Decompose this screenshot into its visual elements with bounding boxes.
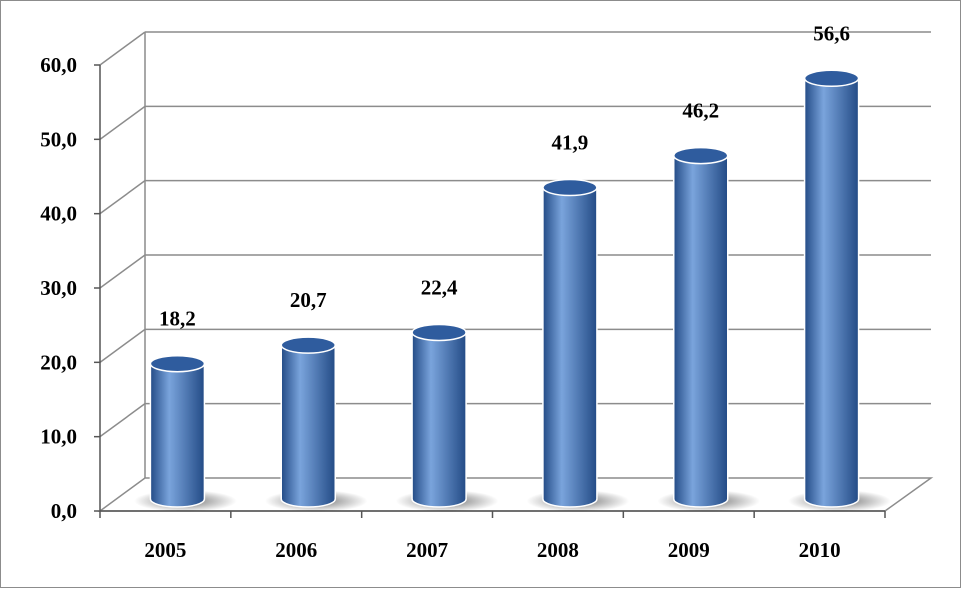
data-label: 46,2: [682, 99, 719, 123]
data-label: 56,6: [813, 21, 850, 45]
bar-top: [280, 336, 336, 354]
y-tick-label: 20,0: [40, 350, 77, 374]
x-tick-label: 2007: [406, 538, 448, 562]
data-label: 22,4: [421, 275, 458, 299]
bar-top: [542, 178, 598, 197]
y-tick-label: 40,0: [40, 202, 77, 226]
y-tick-label: 30,0: [40, 276, 77, 300]
bar-body: [673, 154, 729, 508]
bar-top: [411, 323, 467, 342]
y-tick-label: 0,0: [51, 499, 77, 523]
data-labels: 18,2 20,7 22,4 41,9 46,2 56,6: [159, 21, 850, 330]
gridline: [99, 105, 931, 140]
bar: [395, 323, 499, 512]
y-tick-label: 60,0: [40, 53, 77, 77]
x-tick-label: 2010: [799, 538, 841, 562]
y-tick-label: 50,0: [40, 127, 77, 151]
bar-body: [149, 362, 206, 508]
axes: [94, 64, 886, 518]
data-label: 41,9: [552, 131, 589, 155]
x-tick-label: 2008: [537, 538, 579, 562]
bar-body: [542, 186, 598, 508]
bar-body: [803, 77, 860, 508]
bar: [788, 69, 891, 512]
bars: [134, 69, 891, 512]
data-label: 20,7: [290, 288, 327, 312]
data-label: 18,2: [159, 307, 196, 331]
gridline: [99, 402, 931, 438]
gridline: [99, 328, 931, 363]
bar: [264, 336, 368, 512]
gridline: [99, 31, 931, 66]
bar: [526, 178, 630, 512]
gridline: [99, 179, 931, 215]
x-axis-tick-labels: 2005 2006 2007 2008 2009 2010: [144, 538, 840, 562]
bar-top: [803, 69, 860, 88]
bar-body: [280, 344, 336, 508]
x-tick-label: 2009: [668, 538, 710, 562]
bar: [134, 354, 237, 512]
bar-top: [673, 146, 729, 165]
y-axis-tick-labels: 0,0 10,0 20,0 30,0 40,0 50,0 60,0: [40, 53, 77, 523]
y-tick-label: 10,0: [40, 425, 77, 449]
gridline: [99, 254, 931, 289]
bar-top: [149, 354, 206, 373]
bar-body: [411, 331, 467, 508]
x-tick-label: 2005: [144, 538, 186, 562]
bar: [657, 146, 761, 512]
x-tick-label: 2006: [275, 538, 317, 562]
